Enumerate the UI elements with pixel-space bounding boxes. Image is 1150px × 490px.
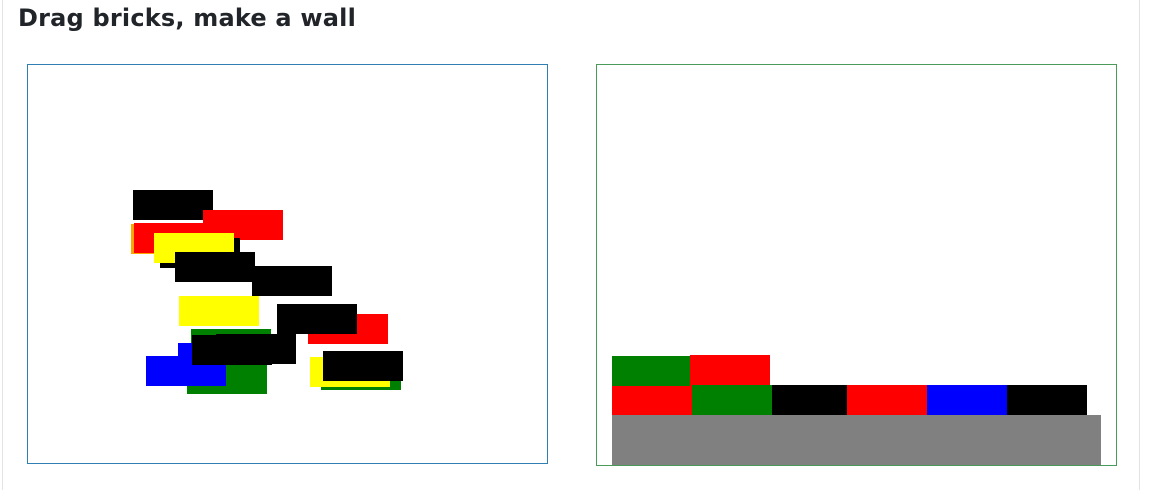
brick-yellow[interactable] [179,296,259,326]
wall-brick-green[interactable] [692,385,772,415]
brick-black[interactable] [133,190,213,220]
wall-build-area[interactable] [596,64,1117,466]
wall-brick-red[interactable] [847,385,927,415]
brick-black[interactable] [252,266,332,296]
wall-brick-black[interactable] [1007,385,1087,415]
wall-brick-red[interactable] [690,355,770,385]
wall-brick-blue[interactable] [927,385,1007,415]
brick-black[interactable] [175,252,255,282]
brick-pile-area[interactable] [27,64,548,464]
wall-brick-black[interactable] [772,385,852,415]
wall-brick-green[interactable] [612,356,690,386]
brick-black[interactable] [323,351,403,381]
brick-black[interactable] [277,304,357,334]
brick-black[interactable] [216,334,296,364]
wall-brick-red[interactable] [612,385,692,415]
page-title: Drag bricks, make a wall [18,4,356,32]
wall-ground-base [612,415,1101,465]
